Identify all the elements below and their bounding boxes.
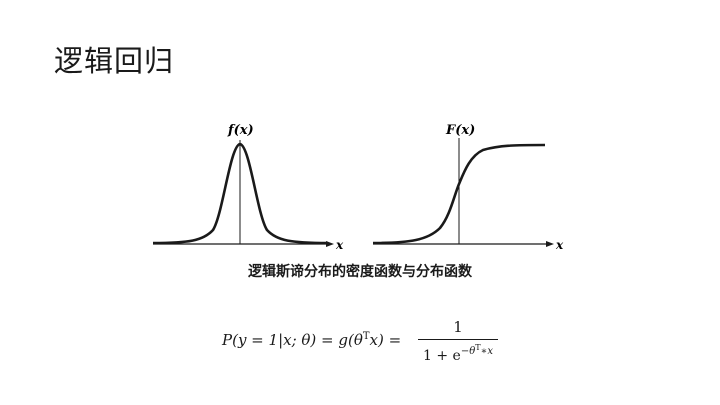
- figure-plots: f(x) x F(x) x: [152, 123, 564, 252]
- formula-fraction: 1 1 + e−θT∗x: [418, 318, 498, 364]
- logistic-regression-formula: P(y = 1|x; θ) = g(θTx) = 1 1 + e−θT∗x: [222, 318, 522, 368]
- formula-denominator: 1 + e−θT∗x: [422, 343, 493, 364]
- slide-title: 逻辑回归: [54, 44, 175, 78]
- right-x-arrow: [546, 241, 554, 247]
- logistic-distribution-figure: f(x) x F(x) x: [148, 112, 568, 290]
- cdf-curve: [372, 143, 546, 245]
- right-y-label: F(x): [445, 123, 475, 138]
- formula-numerator: 1: [453, 318, 463, 336]
- left-axis-x-label: x: [335, 238, 344, 252]
- figure-caption: 逻辑斯谛分布的密度函数与分布函数: [248, 264, 472, 280]
- right-axis-x-label: x: [555, 238, 564, 252]
- density-curve: [152, 142, 329, 245]
- left-y-label: f(x): [227, 123, 254, 138]
- fraction-bar: [418, 339, 498, 340]
- formula-lhs: P(y = 1|x; θ) = g(θTx) =: [222, 331, 402, 349]
